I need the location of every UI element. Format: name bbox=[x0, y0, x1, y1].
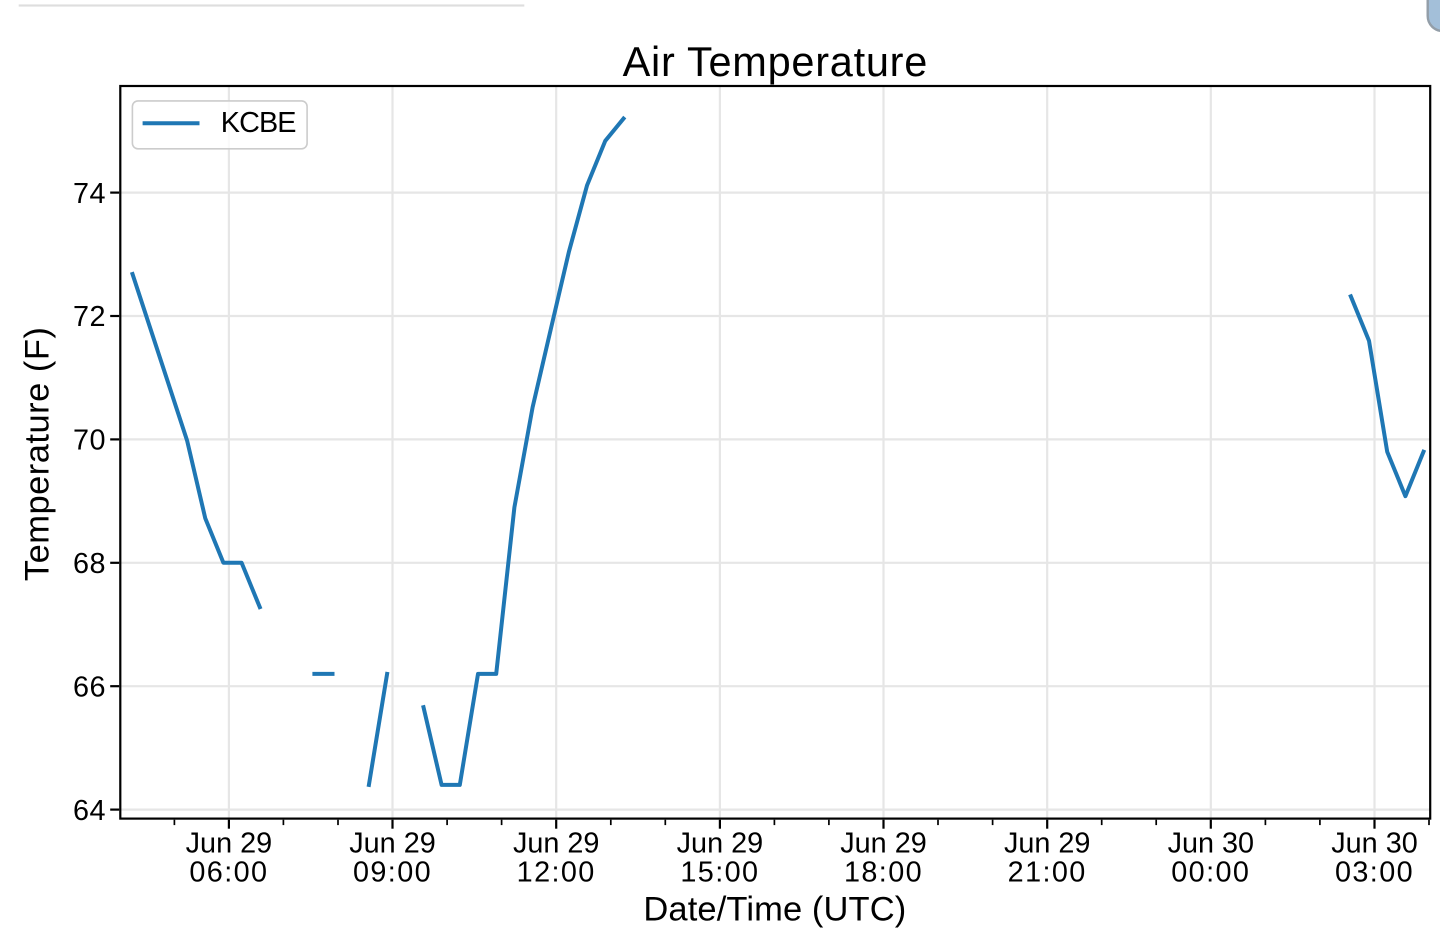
svg-text:12:00: 12:00 bbox=[517, 856, 596, 888]
svg-text:Jun 30: Jun 30 bbox=[1168, 827, 1254, 859]
svg-text:Jun 29: Jun 29 bbox=[840, 827, 926, 859]
svg-text:Jun 29: Jun 29 bbox=[349, 827, 435, 859]
svg-text:Jun 29: Jun 29 bbox=[677, 827, 763, 859]
svg-text:00:00: 00:00 bbox=[1171, 856, 1250, 888]
svg-text:74: 74 bbox=[73, 178, 106, 210]
svg-text:03:00: 03:00 bbox=[1335, 856, 1414, 888]
svg-text:72: 72 bbox=[73, 301, 106, 333]
svg-text:KCBE: KCBE bbox=[221, 107, 296, 139]
svg-text:Jun 30: Jun 30 bbox=[1331, 827, 1417, 859]
svg-text:Date/Time (UTC): Date/Time (UTC) bbox=[643, 891, 906, 929]
svg-text:06:00: 06:00 bbox=[189, 856, 268, 888]
svg-text:Temperature (F): Temperature (F) bbox=[19, 327, 57, 582]
svg-text:09:00: 09:00 bbox=[353, 856, 432, 888]
svg-text:64: 64 bbox=[73, 795, 106, 827]
svg-text:Jun 29: Jun 29 bbox=[186, 827, 272, 859]
svg-text:70: 70 bbox=[73, 425, 106, 457]
svg-text:15:00: 15:00 bbox=[680, 856, 759, 888]
svg-text:21:00: 21:00 bbox=[1008, 856, 1087, 888]
svg-text:Jun 29: Jun 29 bbox=[513, 827, 599, 859]
svg-text:18:00: 18:00 bbox=[844, 856, 923, 888]
svg-text:66: 66 bbox=[73, 671, 106, 703]
svg-text:68: 68 bbox=[73, 548, 106, 580]
svg-text:Jun 29: Jun 29 bbox=[1004, 827, 1090, 859]
svg-text:Air Temperature: Air Temperature bbox=[623, 38, 928, 85]
